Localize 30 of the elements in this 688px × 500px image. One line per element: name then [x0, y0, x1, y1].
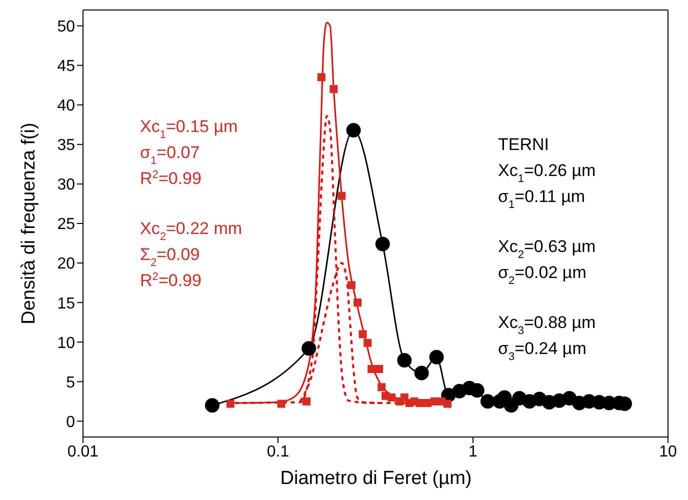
annotation: σ$_{1}$=0.11 µm — [498, 187, 586, 211]
y-tick-label: 35 — [57, 137, 76, 154]
annotation: Xc$_{1}$=0.26 µm — [498, 161, 596, 185]
y-tick-label: 50 — [57, 18, 76, 36]
y-axis-title: Densità di frequenza f(i) — [18, 122, 40, 324]
annotation: Xc$_{2}$=0.63 µm — [498, 237, 596, 261]
y-tick-label: 5 — [66, 374, 76, 392]
annotation: Xc$_{3}$=0.88 µm — [498, 313, 596, 337]
y-tick-label: 20 — [57, 256, 76, 273]
y-tick-label: 25 — [57, 216, 76, 234]
y-tick-label: 30 — [57, 176, 76, 194]
annotation: σ$_{1}$=0.07 — [140, 143, 200, 167]
annotation: σ$_{3}$=0.24 µm — [498, 339, 586, 363]
annotation: Σ$_{2}$=0.09 — [140, 245, 200, 269]
y-tick-label: 10 — [57, 334, 76, 352]
annotation: R$^{2}$=0.99 — [140, 169, 202, 188]
annotation: Xc$_{2}$=0.22 mm — [140, 219, 242, 243]
y-tick-label: 45 — [57, 58, 76, 76]
annotation: Xc$_{1}$=0.15 µm — [140, 117, 238, 141]
x-tick-label: 0.01 — [67, 443, 99, 460]
x-tick-label: 0.1 — [266, 443, 290, 460]
annotation: TERNI — [498, 135, 549, 154]
x-tick-label: 1 — [468, 443, 478, 460]
y-tick-label: 0 — [66, 414, 76, 431]
annotation: σ$_{2}$=0.02 µm — [498, 263, 586, 287]
y-tick-label: 15 — [57, 295, 76, 312]
y-tick-label: 40 — [57, 98, 76, 115]
x-axis-title: Diametro di Feret (µm) — [280, 468, 472, 489]
x-tick-label: 10 — [659, 443, 677, 460]
annotation: R$^{2}$=0.99 — [140, 271, 202, 290]
